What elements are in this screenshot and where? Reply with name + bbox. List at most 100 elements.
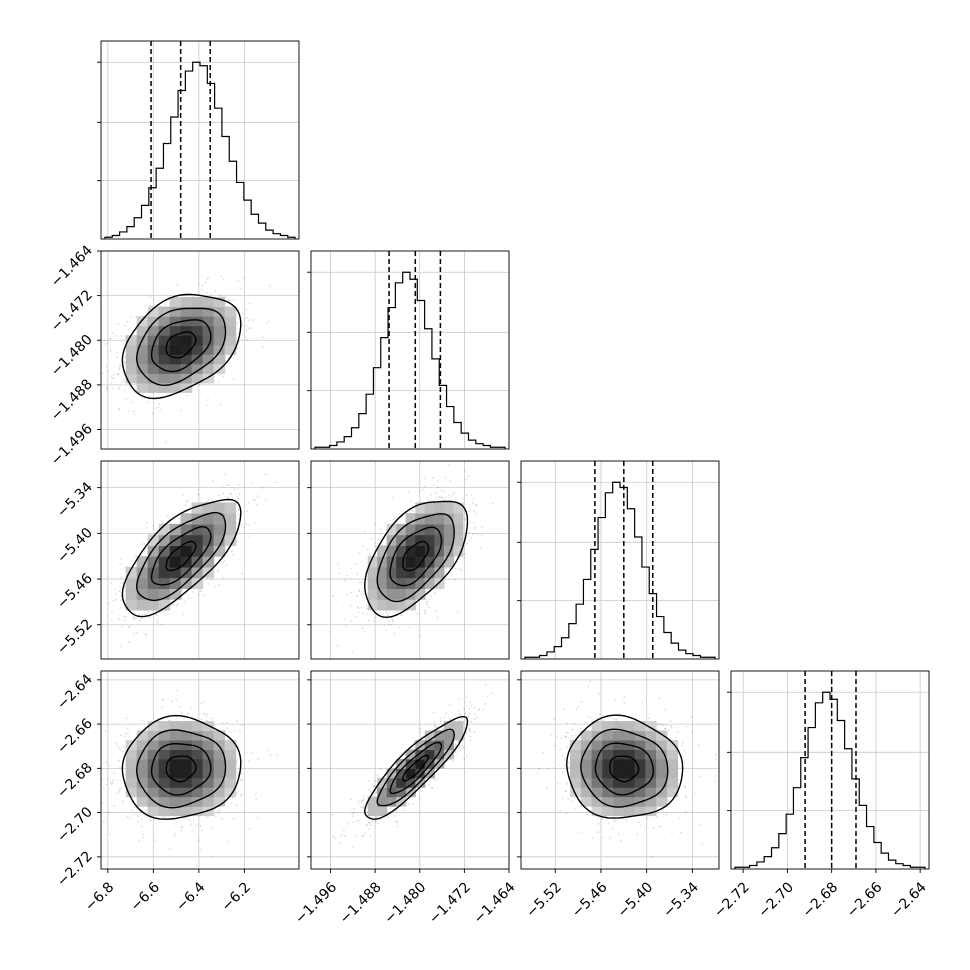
sample-point — [426, 603, 428, 606]
sample-point — [225, 483, 228, 486]
sample-point — [173, 604, 176, 607]
sample-point — [119, 599, 122, 602]
density-cell — [147, 556, 160, 568]
density-cell — [443, 556, 454, 568]
density-cell — [125, 335, 138, 346]
sample-point — [424, 609, 426, 612]
sample-point — [106, 386, 109, 388]
sample-point — [242, 526, 245, 529]
sample-point — [105, 783, 107, 786]
density-cell — [405, 545, 416, 557]
sample-point — [115, 334, 118, 337]
histogram-panel-0 — [97, 40, 300, 240]
sample-point — [118, 590, 121, 592]
density-cell — [213, 502, 226, 514]
density-cell — [180, 806, 193, 817]
density-cell — [434, 566, 445, 579]
sample-point — [91, 621, 93, 623]
density-cell — [169, 577, 182, 589]
density-cell — [158, 306, 171, 317]
sample-point — [238, 514, 241, 516]
sample-point — [396, 610, 399, 613]
density-cell — [224, 758, 237, 769]
density-cell — [169, 787, 182, 798]
sample-point — [145, 633, 148, 636]
sample-point — [479, 546, 482, 549]
density-cell — [191, 325, 204, 336]
sample-point — [481, 526, 483, 529]
sample-point — [207, 398, 209, 401]
sample-point — [255, 503, 258, 506]
sample-point — [98, 376, 100, 378]
sample-point — [206, 277, 209, 280]
density-cell — [202, 373, 215, 384]
sample-point — [144, 633, 147, 636]
density-cell — [158, 534, 171, 546]
sample-point — [247, 327, 250, 329]
density-cell — [224, 777, 237, 788]
sample-point — [126, 320, 128, 323]
density-cell — [377, 599, 388, 611]
sample-point — [182, 494, 185, 496]
sample-point — [249, 302, 252, 305]
sample-point — [350, 620, 352, 622]
sample-point — [127, 626, 130, 628]
density-cell — [180, 721, 193, 732]
sample-point — [117, 322, 120, 325]
density-cell — [377, 545, 388, 557]
density-cell — [169, 588, 182, 600]
sample-point — [152, 525, 155, 527]
sample-point — [106, 341, 109, 344]
density-cell — [169, 768, 182, 779]
sample-point — [461, 458, 463, 460]
histogram-step — [104, 61, 296, 239]
density-cell — [169, 545, 182, 557]
sample-point — [463, 510, 465, 513]
density-cell — [434, 556, 445, 568]
density-cell — [415, 502, 426, 514]
sample-point — [245, 324, 248, 327]
sample-point — [233, 378, 236, 380]
sample-point — [161, 698, 164, 700]
sample-point — [152, 412, 154, 415]
sample-point — [110, 619, 113, 622]
density-cell — [434, 577, 445, 589]
scatter-panel-3-0 — [100, 670, 300, 870]
density-cell — [158, 344, 171, 355]
sample-point — [133, 813, 136, 816]
sample-point — [191, 591, 194, 593]
sample-point — [149, 611, 152, 613]
sample-point — [248, 759, 251, 762]
sample-point — [167, 612, 169, 615]
density-cell — [169, 316, 182, 327]
density-cell — [202, 796, 215, 807]
sample-point — [247, 501, 250, 504]
density-cell — [213, 335, 226, 346]
sample-point — [187, 597, 190, 600]
sample-point — [441, 728, 444, 731]
sample-point — [364, 530, 366, 533]
sample-point — [205, 715, 208, 718]
sample-point — [115, 593, 117, 595]
sample-point — [423, 612, 426, 615]
sample-point — [116, 792, 118, 795]
sample-point — [366, 607, 369, 610]
sample-point — [229, 730, 232, 733]
sample-point — [110, 783, 113, 785]
sample-point — [458, 568, 461, 571]
density-cell — [147, 749, 160, 760]
panel-content — [101, 689, 279, 858]
density-cell — [415, 545, 426, 557]
sample-point — [356, 595, 358, 598]
sample-point — [180, 829, 183, 832]
sample-point — [233, 299, 235, 302]
density-cell — [158, 721, 171, 732]
sample-point — [356, 606, 359, 609]
density-cell — [443, 523, 454, 536]
sample-point — [373, 785, 375, 787]
sample-point — [104, 343, 107, 345]
sample-point — [374, 819, 377, 822]
sample-point — [475, 513, 478, 515]
sample-point — [117, 759, 120, 761]
sample-point — [345, 625, 348, 628]
